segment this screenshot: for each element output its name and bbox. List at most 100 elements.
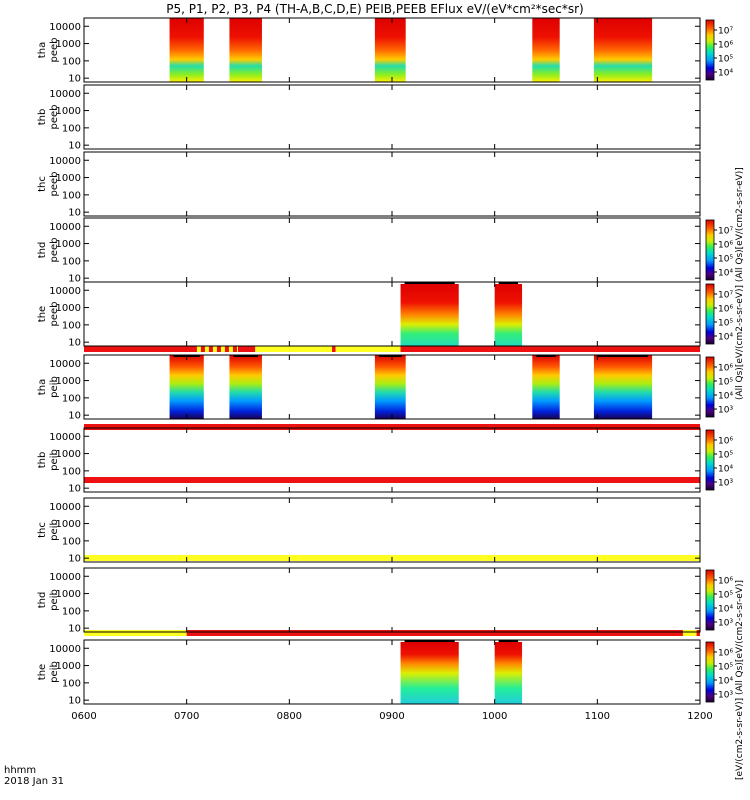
status-bar-segment: [400, 346, 404, 352]
x-tick-label: 1100: [585, 711, 610, 722]
y-tick-label: 10: [68, 696, 81, 707]
panel-label-probe: thb: [37, 452, 48, 469]
x-tick-label: 0900: [379, 711, 404, 722]
status-bar-dash: [220, 346, 225, 352]
spectrogram-segment-tha-peib-1: [229, 355, 262, 419]
colorbar-tick-label: 10⁴: [718, 269, 733, 279]
y-tick-label: 10: [68, 411, 81, 422]
status-bar-segment: [335, 346, 401, 352]
panel-frame-the-peib: [83, 639, 701, 705]
panel-label-product: peib: [49, 519, 60, 541]
colorbar-tick-label: 10⁶: [718, 305, 733, 315]
panel-label-probe: thc: [37, 522, 48, 538]
colorbar-thb-peib: [705, 429, 715, 491]
spectrogram-segment-tha-peeb-1: [229, 18, 262, 82]
colorbar-tick-label: 10⁴: [718, 465, 733, 475]
panel-label-product: peeb: [49, 302, 60, 327]
panel-frame-thd-peeb: [83, 217, 701, 283]
colorbar-tick-label: 10³: [718, 406, 733, 416]
x-tick-label: 0700: [174, 711, 199, 722]
colorbar-tick-label: 10³: [718, 691, 733, 701]
y-tick-label: 100: [62, 393, 81, 404]
panel-label-product: peeb: [49, 238, 60, 263]
segment-cap: [378, 355, 402, 357]
y-tick-label: 100: [62, 606, 81, 617]
y-tick-label: 10000: [49, 89, 81, 100]
segment-cap: [597, 355, 649, 357]
colorbar-tick-label: 10⁶: [718, 437, 733, 447]
colorbar-tha-peib: [705, 356, 715, 418]
spectrogram-segment-tha-peib-2: [374, 355, 406, 419]
spectrogram-segment-tha-peib-3: [532, 355, 560, 419]
panel-label-probe: thd: [37, 242, 48, 259]
colorbar-tick-label: 10⁷: [718, 227, 733, 237]
y-tick-label: 10000: [49, 156, 81, 167]
spectrogram-segment-the-peib-1: [494, 642, 523, 704]
colorbar-the-peeb: [705, 283, 715, 345]
colorbar-tick-label: 10⁴: [718, 69, 733, 79]
spectrogram-segment-tha-peeb-0: [169, 18, 204, 82]
panel-label-product: peeb: [49, 105, 60, 130]
colorbar-tick-label: 10⁵: [718, 591, 733, 601]
y-tick-label: 100: [62, 190, 81, 201]
status-bar-segment: [84, 630, 187, 636]
y-tick-label: 1000: [56, 376, 81, 387]
panel-label-product: peib: [49, 589, 60, 611]
status-bar-dash: [228, 346, 233, 352]
y-tick-label: 10000: [49, 644, 81, 655]
segment-cap: [498, 282, 519, 284]
x-tick-label: 1200: [687, 711, 712, 722]
chart-title: P5, P1, P2, P3, P4 (TH-A,B,C,D,E) PEIB,P…: [166, 2, 584, 16]
colorbar-tick-label: 10⁵: [718, 451, 733, 461]
footer-date: 2018 Jan 31: [4, 776, 64, 787]
colorbar-tick-label: 10⁶: [718, 577, 733, 587]
y-tick-label: 1000: [56, 173, 81, 184]
panel-label-probe: tha: [37, 42, 48, 58]
panel-label-product: peeb: [49, 38, 60, 63]
spectrogram-segment-tha-peib-4: [593, 355, 653, 419]
spectrogram-segment-the-peeb-1: [494, 284, 523, 346]
colorbar-the-peib: [705, 641, 715, 703]
x-tick-label: 0800: [277, 711, 302, 722]
colorbar-units-electron: (All Qs)[eV/(cm2-s-sr-eV)] (All Qs)[eV/(…: [735, 167, 745, 400]
y-tick-label: 10: [68, 74, 81, 85]
colorbar-thd-peib: [705, 569, 715, 631]
colorbar-thd-peeb: [705, 219, 715, 281]
y-tick-label: 1000: [56, 239, 81, 250]
y-tick-label: 10: [68, 208, 81, 219]
panel-label-probe: thb: [37, 109, 48, 126]
y-tick-label: 10: [68, 554, 81, 565]
footer-hhmm: hhmm: [4, 765, 36, 776]
panel-label-product: peib: [49, 449, 60, 471]
y-tick-label: 10: [68, 274, 81, 285]
colorbar-tick-label: 10³: [718, 479, 733, 489]
panel-label-probe: thd: [37, 592, 48, 609]
panel-label-product: peib: [49, 661, 60, 683]
segment-cap: [233, 355, 258, 357]
y-tick-label: 100: [62, 320, 81, 331]
y-tick-label: 1000: [56, 519, 81, 530]
y-tick-label: 10: [68, 338, 81, 349]
colorbar-tick-label: 10⁷: [718, 291, 733, 301]
spectrogram-segment-the-peib-0: [400, 642, 459, 704]
status-bar-1: [84, 424, 700, 430]
status-bar-dash: [204, 346, 209, 352]
segment-cap: [404, 640, 455, 642]
y-tick-label: 1000: [56, 303, 81, 314]
spectrogram-segment-tha-peeb-4: [593, 18, 653, 82]
panel-label-probe: tha: [37, 379, 48, 395]
colorbar-tick-label: 10⁵: [718, 378, 733, 388]
colorbar-tick-label: 10⁶: [718, 649, 733, 659]
spectrogram-segment-the-peeb-0: [400, 284, 459, 346]
panel-frame-thc-peeb: [83, 151, 701, 217]
y-tick-label: 10000: [49, 572, 81, 583]
segment-cap: [536, 355, 556, 357]
y-tick-label: 100: [62, 56, 81, 67]
status-bar-4: [84, 630, 700, 636]
colorbar-tick-label: 10⁴: [718, 333, 733, 343]
y-tick-label: 100: [62, 466, 81, 477]
colorbar-tick-label: 10⁶: [718, 241, 733, 251]
spectrogram-segment-tha-peeb-3: [532, 18, 560, 82]
x-tick-label: 0600: [71, 711, 96, 722]
y-tick-label: 100: [62, 256, 81, 267]
